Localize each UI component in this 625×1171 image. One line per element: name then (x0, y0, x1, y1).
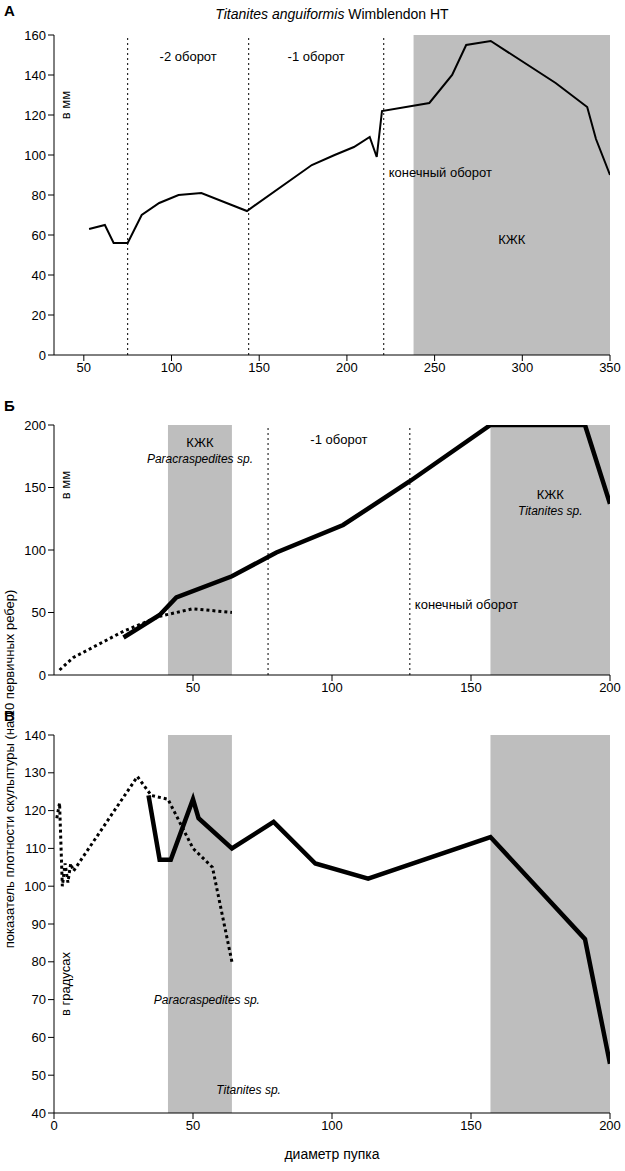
svg-text:50: 50 (186, 680, 200, 695)
svg-text:50: 50 (32, 1068, 46, 1083)
html-text:в мм: в мм (58, 470, 73, 500)
html-text:Б: Б (4, 397, 15, 414)
svg-text:0: 0 (39, 348, 46, 363)
svg-text:90: 90 (32, 917, 46, 932)
html-text:КЖК: КЖК (498, 231, 526, 247)
svg-text:200: 200 (599, 680, 621, 695)
html-text:Titanites sp.: Titanites sp. (216, 1083, 281, 1098)
svg-text:100: 100 (321, 680, 343, 695)
svg-text:150: 150 (248, 360, 270, 375)
html-text:в мм: в мм (58, 91, 73, 120)
svg-text:200: 200 (24, 418, 46, 433)
svg-text:0: 0 (50, 1118, 57, 1133)
html-text:Titanites anguiformis Wimblend: Titanites anguiformis Wimblendon HT (215, 6, 449, 22)
html-text:-1 оборот: -1 оборот (310, 432, 368, 447)
svg-text:350: 350 (599, 360, 621, 375)
svg-text:60: 60 (32, 228, 46, 243)
svg-text:80: 80 (32, 954, 46, 969)
svg-text:140: 140 (24, 68, 46, 83)
svg-text:100: 100 (24, 148, 46, 163)
html-text:показатель плотности скульптур: показатель плотности скульптуры (на 10 п… (2, 589, 17, 949)
svg-text:200: 200 (599, 1118, 621, 1133)
svg-text:100: 100 (24, 879, 46, 894)
html-text:Titanites sp.: Titanites sp. (517, 504, 583, 518)
svg-text:120: 120 (24, 803, 46, 818)
html-text:конечный оборот: конечный оборот (414, 597, 519, 612)
svg-text:110: 110 (25, 841, 46, 856)
svg-text:0: 0 (39, 668, 46, 683)
html-text:Paracraspedites sp.: Paracraspedites sp. (146, 451, 253, 466)
html-text:-2 оборот: -2 оборот (159, 49, 217, 65)
html-text:в градусах: в градусах (58, 952, 73, 1017)
svg-text:50: 50 (77, 360, 91, 375)
svg-text:200: 200 (336, 360, 358, 375)
svg-text:диаметр пупка: диаметр пупка (284, 1146, 379, 1162)
svg-text:100: 100 (24, 543, 46, 558)
svg-text:130: 130 (24, 765, 46, 780)
svg-text:140: 140 (24, 728, 46, 743)
svg-text:100: 100 (321, 1118, 343, 1133)
svg-text:80: 80 (32, 188, 46, 203)
svg-text:40: 40 (32, 1106, 46, 1121)
html-text:В: В (4, 707, 15, 724)
svg-text:150: 150 (460, 1118, 482, 1133)
html-text:Paracraspedites sp.: Paracraspedites sp. (153, 992, 260, 1007)
svg-text:300: 300 (511, 360, 533, 375)
svg-text:250: 250 (424, 360, 446, 375)
html-text:А: А (4, 2, 15, 19)
svg-text:20: 20 (32, 308, 46, 323)
html-text:-1 оборот: -1 оборот (287, 49, 345, 65)
svg-text:100: 100 (161, 360, 183, 375)
svg-text:40: 40 (32, 268, 46, 283)
svg-text:150: 150 (24, 480, 46, 495)
svg-text:70: 70 (32, 992, 46, 1007)
svg-text:160: 160 (24, 28, 46, 43)
svg-text:50: 50 (186, 1118, 200, 1133)
html-text:КЖК: КЖК (536, 487, 564, 502)
html-text:конечный оборот: конечный оборот (388, 164, 492, 180)
html-text:КЖК: КЖК (186, 434, 214, 450)
svg-text:50: 50 (32, 605, 46, 620)
svg-text:60: 60 (32, 1030, 46, 1045)
svg-text:150: 150 (460, 680, 482, 695)
svg-text:120: 120 (24, 108, 46, 123)
